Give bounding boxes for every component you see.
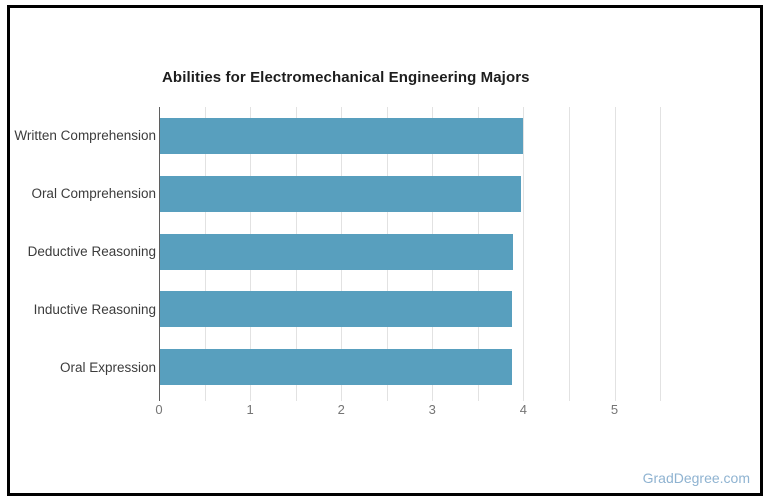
chart-frame: Abilities for Electromechanical Engineer…	[7, 5, 763, 496]
bar-row	[159, 175, 660, 212]
bar-row	[159, 233, 660, 270]
x-tick-label: 5	[610, 402, 619, 417]
bar	[159, 291, 513, 328]
x-axis-tick-labels: 0 1 2 3 4 5	[155, 402, 660, 422]
bar-row	[159, 117, 660, 154]
gridline	[568, 107, 570, 401]
bar	[159, 233, 514, 270]
x-tick-label: 3	[428, 402, 436, 417]
gridline	[614, 107, 616, 401]
category-label: Deductive Reasoning	[27, 243, 156, 259]
x-tick-label: 2	[337, 402, 345, 417]
gridline	[523, 107, 525, 401]
category-label: Written Comprehension	[14, 128, 156, 144]
category-label: Oral Comprehension	[31, 186, 156, 202]
x-tick-label: 4	[519, 402, 528, 417]
bar-row	[159, 349, 660, 386]
plot-area	[159, 107, 661, 401]
bar	[159, 117, 524, 154]
bar	[159, 175, 521, 212]
category-label: Oral Expression	[59, 359, 156, 375]
bar-row	[159, 291, 660, 328]
x-tick-label: 1	[246, 402, 254, 417]
category-labels: Written Comprehension Oral Comprehension D…	[12, 107, 156, 396]
bar	[159, 349, 512, 386]
y-axis-line	[159, 107, 160, 401]
x-tick-label: 0	[155, 402, 163, 417]
category-label: Inductive Reasoning	[33, 301, 156, 317]
gridline	[660, 107, 661, 401]
chart-title: Abilities for Electromechanical Engineer…	[162, 69, 530, 86]
watermark: GradDegree.com	[642, 470, 750, 486]
